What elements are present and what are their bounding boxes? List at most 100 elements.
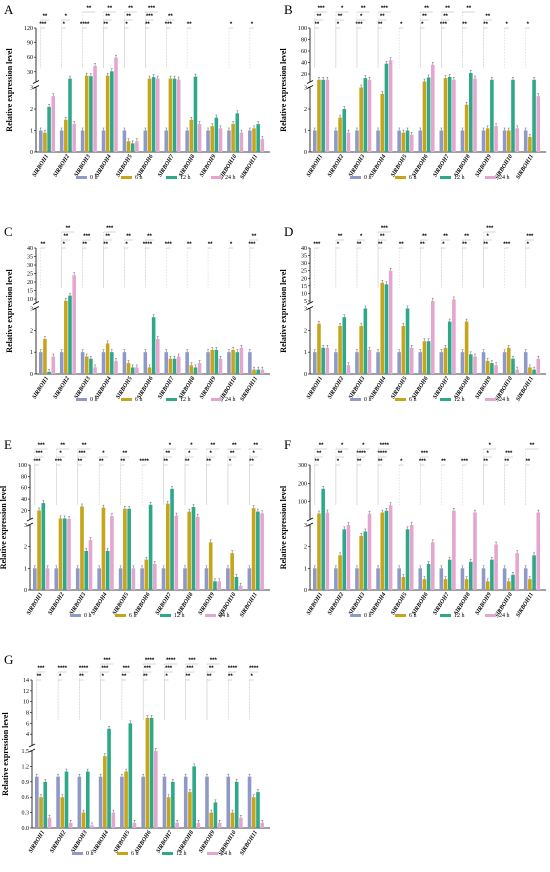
bar-12h (321, 347, 325, 374)
category-label: SlRBOH4 (369, 154, 387, 178)
y-tick-label: 0.3 (22, 811, 30, 817)
significance-label: ** (317, 14, 322, 20)
bar-12h (363, 78, 368, 152)
category-label: SlRBOH5 (390, 376, 408, 400)
significance-label: ** (249, 459, 254, 465)
bar-6h (422, 341, 427, 374)
axis-break-mark (306, 522, 314, 527)
bar-12h (170, 488, 174, 590)
bar-6h (43, 339, 47, 374)
bar-0h (355, 130, 359, 152)
bar-24h (239, 132, 244, 152)
y-tick-label: 20 (27, 280, 33, 286)
significance-label: ** (466, 6, 471, 12)
bar-6h (464, 579, 469, 590)
bar-12h (384, 510, 389, 590)
bar-6h (338, 117, 342, 152)
significance-label: * (421, 22, 424, 28)
bar-0h (101, 352, 106, 374)
panel-letter: F (284, 437, 291, 452)
bar-12h (321, 79, 325, 152)
y-tick-label: 35 (301, 254, 307, 260)
significance-label: *** (103, 658, 111, 664)
y-tick-label: 30 (301, 261, 307, 267)
bar-0h (206, 130, 210, 152)
bar-0h (502, 130, 507, 152)
legend-swatch (76, 398, 87, 401)
panel-f: F Relative expression level 0 1 2 3 100 200 300 *… (280, 435, 550, 620)
bar-24h (218, 358, 223, 374)
significance-label: *** (33, 459, 41, 465)
bar-0h (313, 568, 317, 590)
significance-label: ** (143, 674, 148, 680)
y-tick-label: 3 (304, 306, 307, 312)
bar-24h (346, 525, 351, 590)
axis-break-mark (26, 522, 34, 527)
bar-0h (376, 568, 380, 590)
bar-24h (388, 60, 393, 152)
significance-label: ** (357, 459, 362, 465)
bar-12h (511, 358, 515, 374)
category-label: SlRBOH9 (199, 376, 217, 400)
legend-swatch (121, 398, 132, 401)
significance-label: ** (105, 14, 110, 20)
bar-24h (47, 817, 52, 828)
bar-24h (388, 505, 393, 590)
category-label: SlRBOH1 (26, 592, 44, 616)
bar-6h (422, 579, 427, 590)
bar-24h (135, 367, 139, 374)
bar-24h (131, 568, 136, 590)
bar-0h (205, 776, 209, 828)
category-label: SlRBOH4 (369, 592, 387, 616)
significance-label: ** (441, 459, 446, 465)
bar-12h (213, 581, 217, 590)
category-label: SlRBOH5 (115, 376, 133, 400)
legend-label: 24 h (225, 397, 236, 402)
y-tick-label: 10 (27, 297, 33, 303)
significance-label: *** (503, 242, 511, 248)
category-label: SlRBOH11 (515, 592, 535, 619)
bar-6h (105, 75, 110, 152)
significance-label: ** (43, 14, 48, 20)
category-label: SlRBOH7 (155, 591, 174, 616)
bar-6h (165, 503, 170, 590)
significance-label: ** (357, 242, 362, 248)
bar-0h (376, 130, 380, 152)
bar-6h (252, 128, 256, 152)
significance-label: ** (41, 242, 46, 248)
significance-label: *** (381, 226, 389, 232)
bar-24h (536, 96, 541, 152)
y-tick-label: 100 (298, 500, 307, 506)
legend-swatch (485, 176, 496, 179)
bar-0h (523, 568, 528, 590)
bar-24h (452, 299, 456, 374)
bar-12h (490, 363, 494, 374)
significance-label: ** (483, 22, 488, 28)
bar-12h (235, 352, 240, 374)
bar-6h (84, 75, 89, 152)
bar-6h (359, 325, 363, 374)
bar-0h (183, 776, 188, 828)
y-tick-label: 0 (30, 372, 33, 378)
bar-12h (532, 79, 536, 152)
bar-12h (342, 317, 347, 374)
bar-6h (464, 104, 469, 152)
significance-label: **** (378, 451, 388, 457)
legend-swatch (440, 614, 451, 617)
legend-swatch (160, 614, 171, 617)
axis-break-mark (306, 301, 314, 305)
significance-label: *** (186, 666, 194, 672)
bar-12h (64, 771, 69, 828)
bar-12h (172, 78, 177, 152)
category-label: SlRBOH4 (90, 592, 108, 616)
significance-label: ** (443, 234, 448, 240)
bar-24h (93, 367, 97, 374)
significance-label: ** (525, 459, 530, 465)
significance-label: ** (37, 674, 42, 680)
bar-24h (536, 512, 541, 590)
bar-0h (75, 568, 80, 590)
bar-6h (359, 87, 363, 152)
significance-label: ** (420, 242, 425, 248)
bar-24h (515, 128, 519, 152)
significance-label: ** (208, 242, 213, 248)
